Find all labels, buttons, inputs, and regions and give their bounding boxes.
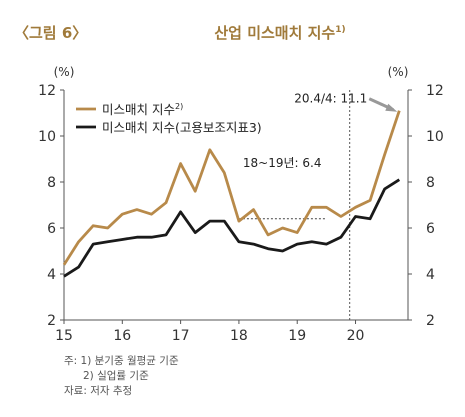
footnote-2: 2) 실업률 기준: [83, 370, 149, 382]
annotation-layer: 18~19년: 6.4 20.4/4: 11.1: [238, 90, 398, 320]
x-tick-label: 15: [55, 328, 73, 344]
legend: 미스매치 지수2) 미스매치 지수(고용보조지표3): [76, 102, 262, 135]
chart-title-footnote: 1): [335, 25, 346, 35]
y-unit-label-right: (%): [388, 65, 409, 79]
x-tick-label: 16: [113, 328, 131, 344]
x-tick-label: 20: [347, 328, 365, 344]
figure-label: 〈그림 6〉: [14, 24, 88, 42]
source-note: 자료: 저자 추정: [64, 385, 133, 397]
series-line-1: [62, 110, 401, 266]
annotation-arrow-head: [385, 103, 398, 112]
y-tick-label-right: 6: [426, 221, 435, 237]
mismatch-index-chart: 2 2 4 4 6 6 8 8 10 10 12 12 (%) (%) 15 16 17 18 19 20 18~19…: [38, 65, 444, 344]
legend-label-1: 미스매치 지수2): [102, 102, 183, 117]
legend-footnote-1: 2): [175, 102, 183, 111]
y-unit-label-left: (%): [54, 65, 75, 79]
y-tick-label-left: 8: [47, 175, 56, 191]
average-annotation-text: 18~19년: 6.4: [243, 156, 322, 170]
series-layer: [62, 110, 401, 278]
y-tick-label-left: 4: [47, 267, 56, 283]
axis-layer: 2 2 4 4 6 6 8 8 10 10 12 12 (%) (%) 15 16 17 18 19 20: [38, 65, 444, 344]
chart-title: 산업 미스매치 지수1): [150, 22, 410, 43]
x-tick-label: 18: [230, 328, 248, 344]
y-tick-label-right: 10: [426, 129, 444, 145]
legend-label-2: 미스매치 지수(고용보조지표3): [102, 120, 262, 135]
y-tick-label-left: 2: [47, 313, 56, 329]
series-line-2: [63, 178, 401, 278]
y-tick-label-left: 6: [47, 221, 56, 237]
y-tick-label-left: 10: [38, 129, 56, 145]
y-tick-label-right: 8: [426, 175, 435, 191]
latest-value-annotation: 20.4/4: 11.1: [294, 92, 367, 106]
y-tick-label-right: 2: [426, 313, 435, 329]
x-tick-label: 19: [288, 328, 306, 344]
y-tick-label-left: 12: [38, 83, 56, 99]
chart-title-text: 산업 미스매치 지수: [214, 24, 336, 42]
footnote-1: 주: 1) 분기중 월평균 기준: [64, 355, 179, 367]
x-tick-label: 17: [172, 328, 190, 344]
y-tick-label-right: 4: [426, 267, 435, 283]
y-tick-label-right: 12: [426, 83, 444, 99]
